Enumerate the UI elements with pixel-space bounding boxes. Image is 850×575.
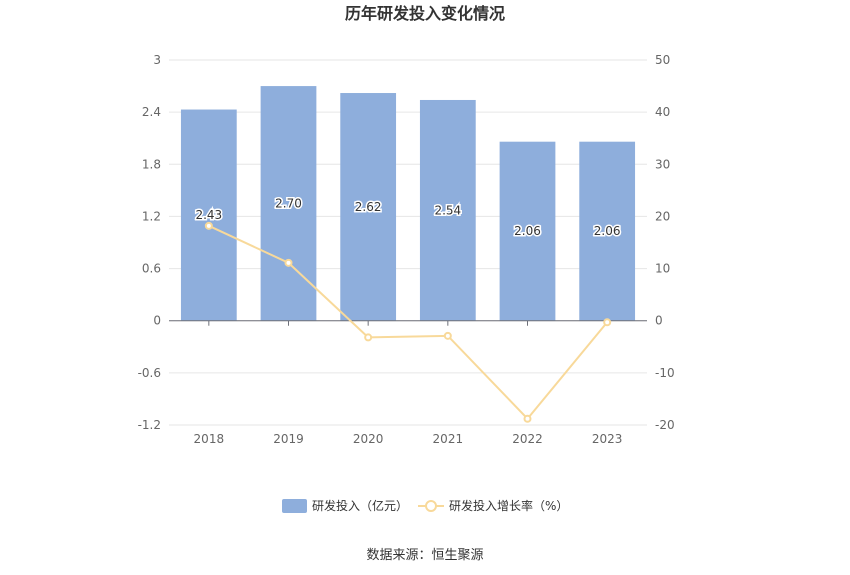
y-left-tick-label: 0 (153, 314, 161, 328)
bar-2022 (499, 141, 556, 321)
bar-2020 (340, 93, 397, 321)
y-left-tick-label: -1.2 (138, 418, 161, 432)
bar-value-label: 2.06 (514, 224, 541, 238)
bar-value-label: 2.43 (195, 208, 222, 222)
y-right-tick-label: 50 (655, 53, 670, 67)
y-right-tick-label: -20 (655, 418, 675, 432)
chart-title: 历年研发投入变化情况 (345, 4, 505, 23)
y-right-tick-label: 30 (655, 157, 670, 171)
growth-point-2020 (364, 333, 373, 342)
y-left-tick-label: 1.8 (142, 157, 161, 171)
x-tick-label: 2020 (353, 432, 384, 446)
line-series (204, 221, 612, 423)
growth-line (208, 224, 608, 421)
legend-line-marker (425, 500, 437, 512)
y-left-tick-label: 3 (153, 53, 161, 67)
x-tick-label: 2019 (273, 432, 304, 446)
growth-point-2019 (284, 258, 293, 267)
x-tick-label: 2018 (194, 432, 225, 446)
y-right-tick-label: 0 (655, 314, 663, 328)
y-right-tick-label: 40 (655, 105, 670, 119)
bar-series (180, 86, 636, 321)
grid-lines (169, 59, 647, 426)
y-left-tick-label: 1.2 (142, 209, 161, 223)
y-right-tick-label: -10 (655, 366, 675, 380)
y-left-tick-label: -0.6 (138, 366, 161, 380)
y-right-tick-label: 10 (655, 262, 670, 276)
bar-2018 (180, 109, 237, 321)
growth-point-2018 (204, 221, 213, 230)
legend-bar-label: 研发投入（亿元） (312, 498, 408, 513)
bar-value-label: 2.06 (594, 224, 621, 238)
legend-bar-swatch (282, 499, 307, 513)
bar-value-label: 2.70 (275, 196, 302, 210)
y-left-tick-label: 0.6 (142, 262, 161, 276)
x-tick-label: 2021 (433, 432, 464, 446)
x-tick-label: 2023 (592, 432, 623, 446)
bar-2023 (579, 141, 636, 321)
bar-value-label: 2.54 (434, 203, 461, 217)
axes: 3 2.4 1.8 1.2 0.6 0 -0.6 -1.2 50 40 30 20 10 0 -10 -20 2… (138, 53, 675, 446)
y-right-tick-label: 20 (655, 209, 670, 223)
y-left-tick-label: 2.4 (142, 105, 161, 119)
data-labels: 2.43 2.70 2.62 2.54 2.06 2.06 (194, 195, 622, 240)
x-tick-label: 2022 (512, 432, 543, 446)
bar-value-label: 2.62 (355, 200, 382, 214)
growth-point-2022 (523, 414, 532, 423)
legend[interactable]: 研发投入（亿元） 研发投入增长率（%） (282, 498, 568, 513)
bar-2021 (419, 99, 476, 321)
growth-point-2021 (443, 331, 452, 340)
growth-point-2023 (603, 318, 612, 327)
bar-2019 (260, 86, 317, 321)
legend-line-label: 研发投入增长率（%） (449, 498, 568, 513)
source-note: 数据来源：恒生聚源 (366, 548, 483, 563)
